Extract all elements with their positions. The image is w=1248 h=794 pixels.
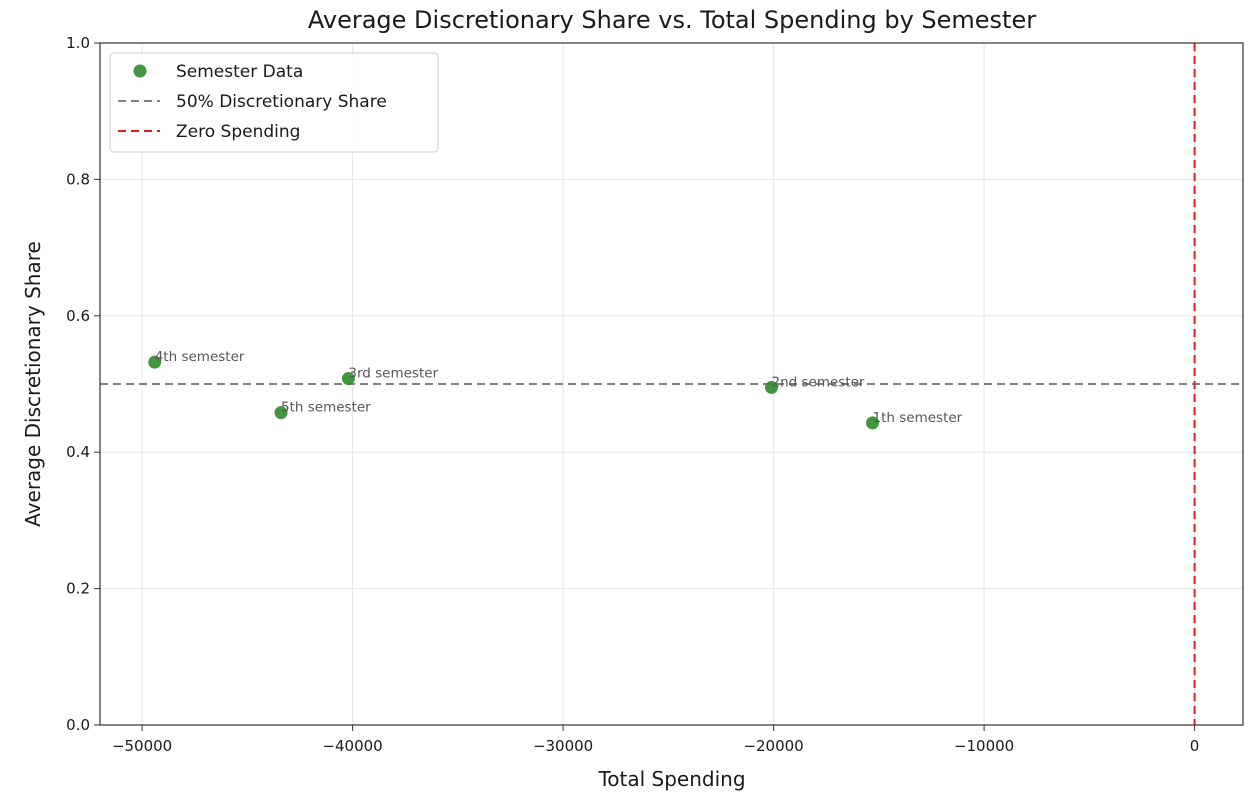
x-tick-label: −30000 [533, 737, 593, 755]
point-annotation: 1th semester [873, 410, 963, 426]
legend: Semester Data 50% Discretionary Share Zero… [109, 52, 439, 153]
x-axis-label: Total Spending [597, 767, 745, 791]
x-tick-label: −20000 [743, 737, 803, 755]
y-tick-label: 0.6 [66, 307, 90, 325]
data-point [341, 372, 355, 386]
y-tick-label: 0.2 [66, 580, 90, 598]
y-axis-label: Average Discretionary Share [21, 241, 45, 527]
x-tick-label: −10000 [954, 737, 1014, 755]
legend-label: Zero Spending [176, 122, 300, 142]
chart-title: Average Discretionary Share vs. Total Sp… [308, 6, 1036, 34]
point-annotation: 2nd semester [771, 374, 864, 390]
point-annotation: 4th semester [155, 349, 245, 365]
y-tick-label: 0.4 [66, 443, 90, 461]
y-tick-label: 0.8 [66, 170, 90, 188]
point-annotation: 5th semester [281, 400, 371, 416]
x-tick-label: −40000 [322, 737, 382, 755]
data-point [148, 355, 162, 369]
point-annotation: 3rd semester [348, 366, 438, 382]
axis-ticks: −50000 −40000 −30000 −20000 −10000 0 0.0 0.2 0.4… [66, 34, 1199, 755]
reference-lines [100, 43, 1243, 725]
data-points [148, 355, 880, 430]
legend-marker [133, 64, 147, 78]
point-annotations: 1th semester 2nd semester 3rd semester 4th … [155, 349, 963, 426]
legend-label: 50% Discretionary Share [176, 92, 387, 112]
y-tick-label: 0.0 [66, 716, 90, 734]
x-tick-label: 0 [1190, 737, 1200, 755]
plot-frame [99, 42, 1244, 726]
x-tick-label: −50000 [112, 737, 172, 755]
data-point [866, 416, 880, 430]
y-tick-label: 1.0 [66, 34, 90, 52]
legend-box [109, 52, 439, 153]
legend-label: Semester Data [176, 62, 303, 82]
data-point [764, 380, 778, 394]
data-point [274, 406, 288, 420]
